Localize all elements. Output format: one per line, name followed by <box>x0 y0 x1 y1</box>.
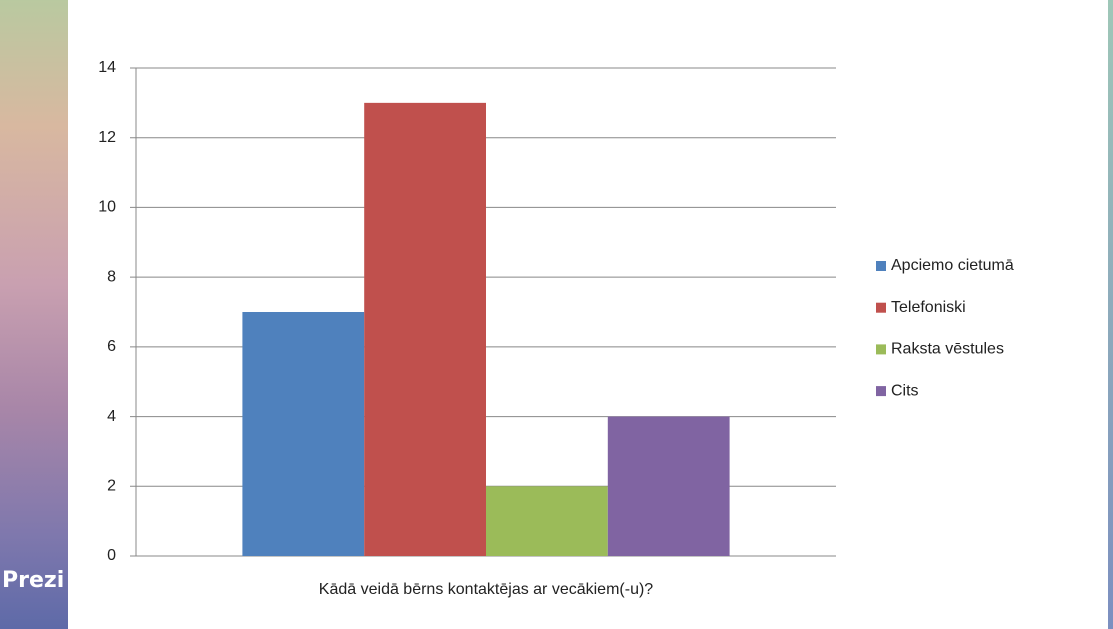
side-decoration <box>0 0 68 629</box>
bar <box>242 312 365 556</box>
legend-swatch <box>876 386 886 397</box>
y-tick-label: 8 <box>107 268 116 285</box>
y-tick-label: 14 <box>98 59 116 76</box>
chart: 0 2 4 6 8 10 12 14 Kādā veidā bērns kontaktējas … <box>98 59 1014 598</box>
watermark: Prezi <box>2 568 65 593</box>
legend-label: Apciemo cietumā <box>891 257 1014 274</box>
legend-label: Telefoniski <box>891 299 966 316</box>
legend-swatch <box>876 261 886 271</box>
x-tick-label: Kādā veidā bērns kontaktējas ar vecākiem… <box>319 581 653 598</box>
bar <box>607 416 730 556</box>
y-tick-label: 2 <box>107 478 116 495</box>
bar <box>486 486 608 556</box>
y-tick-label: 0 <box>107 547 116 564</box>
legend-swatch <box>876 302 886 313</box>
y-tick-label: 6 <box>107 338 116 355</box>
bar <box>364 102 486 556</box>
side-decoration <box>1108 0 1113 629</box>
legend-label: Cits <box>891 382 919 399</box>
legend-swatch <box>876 344 886 355</box>
y-tick-label: 10 <box>98 199 116 216</box>
y-tick-label: 4 <box>107 408 116 425</box>
y-tick-label: 12 <box>98 129 116 146</box>
legend-label: Raksta vēstules <box>891 341 1004 358</box>
